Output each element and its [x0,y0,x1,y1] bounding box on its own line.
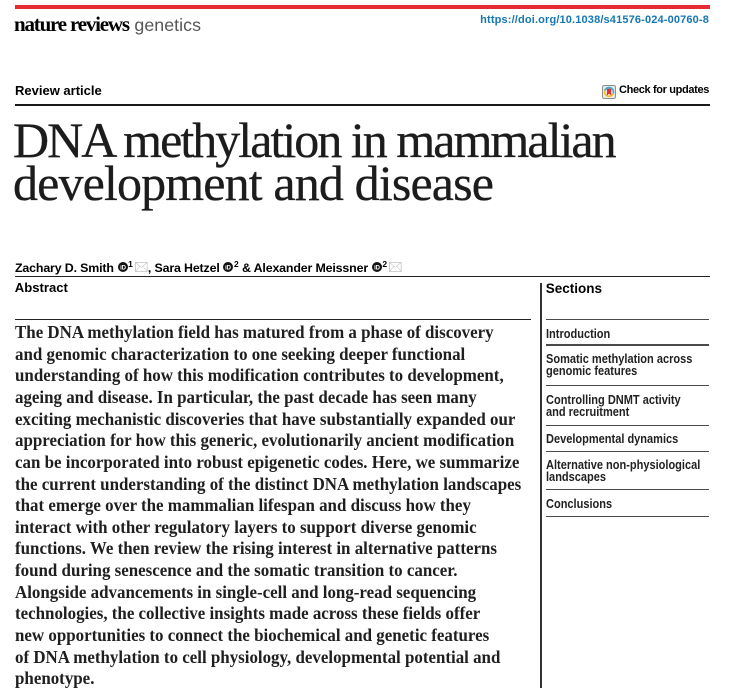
svg-text:iD: iD [374,265,381,271]
svg-text:iD: iD [226,265,233,271]
svg-text:iD: iD [120,265,127,271]
